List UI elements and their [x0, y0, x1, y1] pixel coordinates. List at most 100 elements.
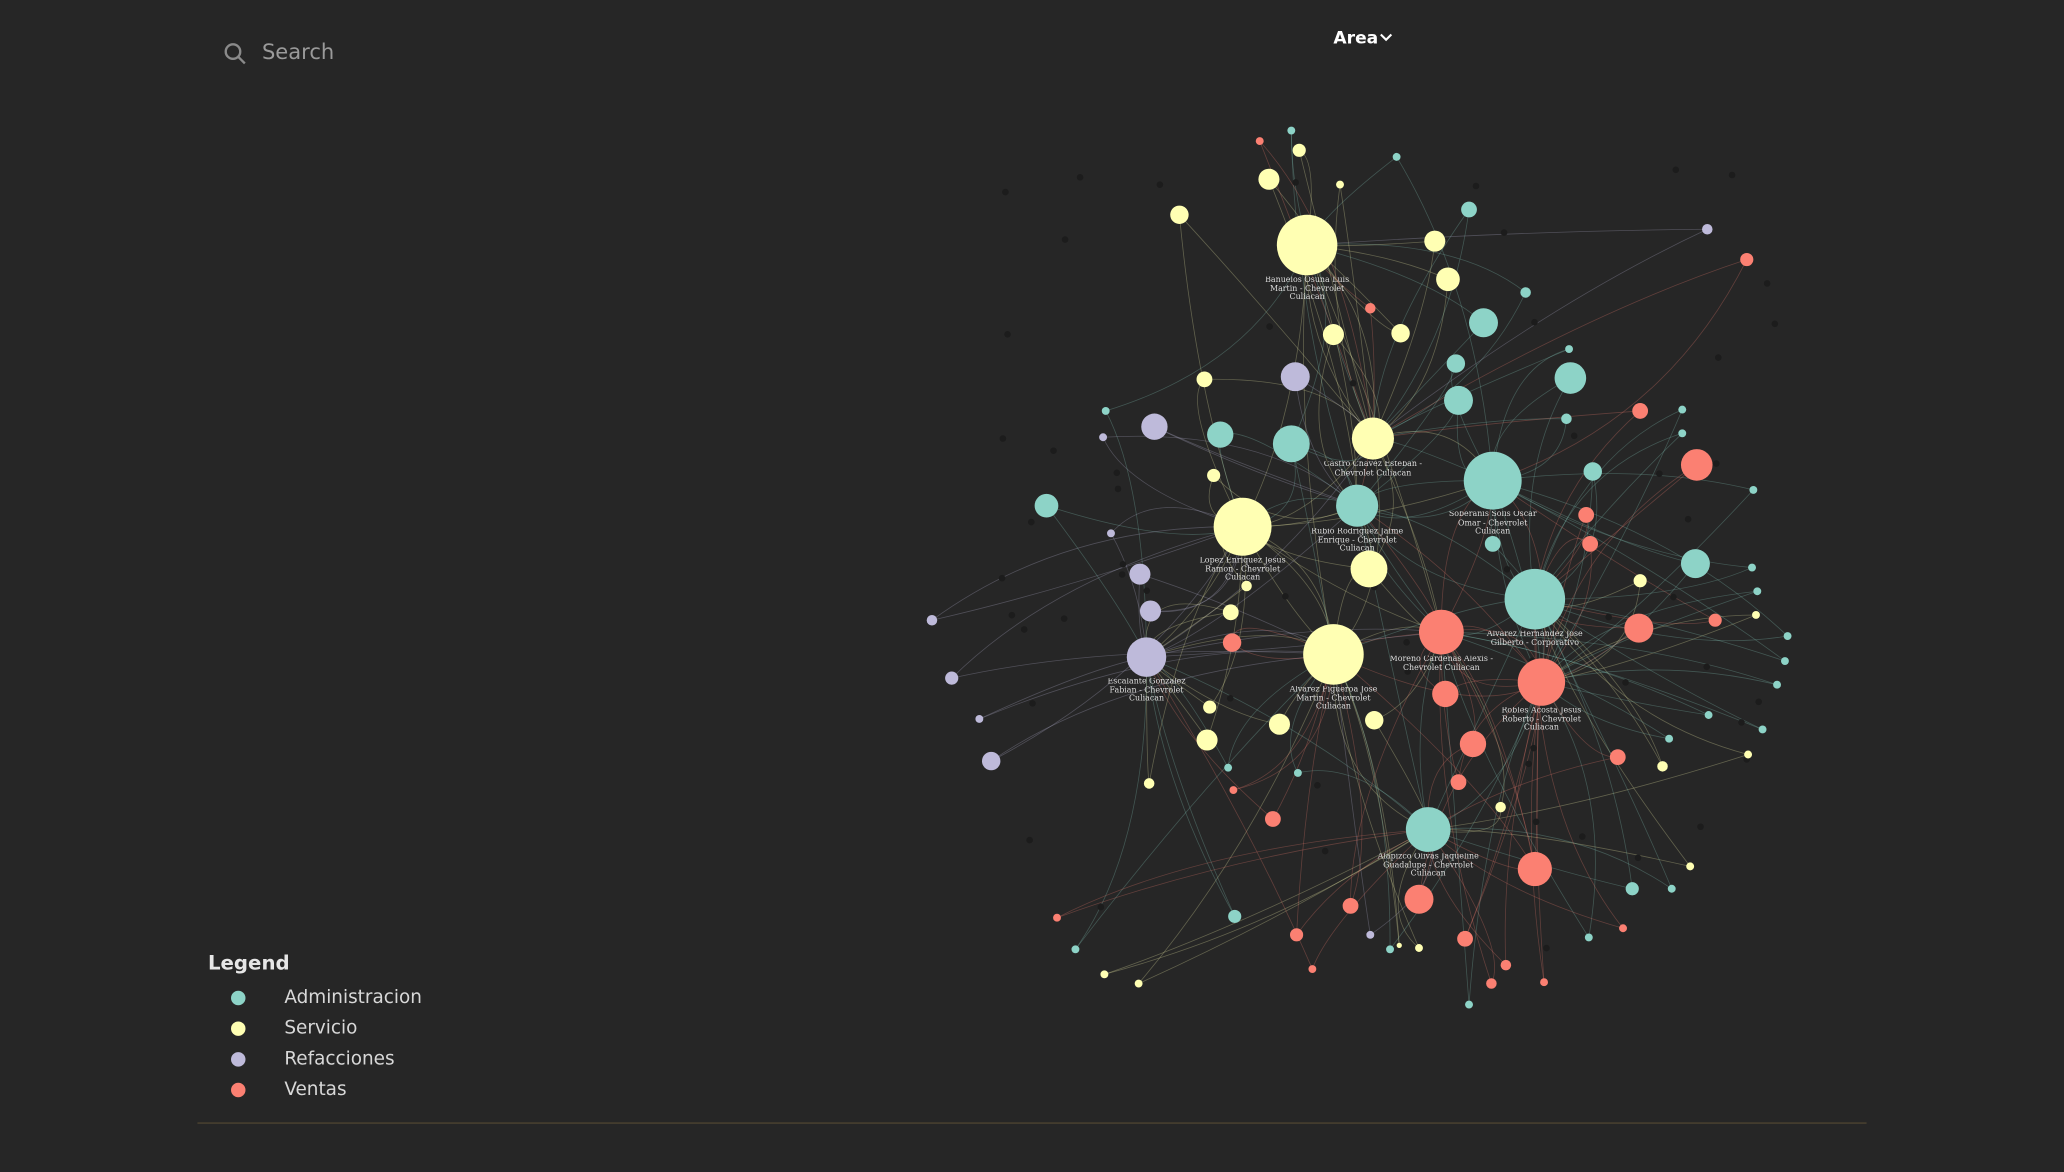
node[interactable]	[1386, 945, 1394, 954]
node[interactable]	[1224, 763, 1233, 772]
node[interactable]	[1222, 604, 1239, 621]
node[interactable]	[1392, 152, 1401, 161]
node[interactable]	[1624, 613, 1654, 643]
node[interactable]	[1129, 563, 1151, 585]
legend-item[interactable]: Ventas	[231, 1079, 347, 1100]
node[interactable]	[1504, 568, 1566, 630]
node[interactable]	[1457, 930, 1473, 947]
node[interactable]	[1582, 535, 1599, 552]
search-box[interactable]: Search	[224, 39, 335, 65]
node[interactable]	[1276, 214, 1338, 276]
node[interactable]	[1100, 970, 1109, 979]
node[interactable]	[1469, 308, 1498, 338]
node[interactable]	[1342, 897, 1359, 914]
node[interactable]	[1680, 449, 1713, 481]
node[interactable]	[1290, 928, 1304, 942]
node[interactable]	[1241, 580, 1252, 592]
node[interactable]	[1780, 657, 1789, 665]
node[interactable]	[1258, 168, 1280, 190]
node[interactable]	[1141, 413, 1168, 440]
node[interactable]	[1203, 700, 1217, 714]
node[interactable]	[1752, 611, 1760, 619]
node[interactable]	[1704, 711, 1713, 719]
node[interactable]	[1432, 680, 1459, 708]
node[interactable]	[1749, 485, 1758, 494]
node[interactable]	[1170, 205, 1189, 225]
node[interactable]	[1336, 180, 1344, 189]
node[interactable]	[1619, 924, 1627, 933]
legend-item[interactable]: Administracion	[231, 987, 422, 1008]
node[interactable]	[1322, 324, 1344, 346]
node[interactable]	[1143, 778, 1155, 789]
node[interactable]	[1450, 774, 1467, 791]
node[interactable]	[1495, 801, 1506, 813]
node[interactable]	[1280, 362, 1310, 392]
node[interactable]	[1446, 354, 1466, 373]
legend-label[interactable]: Ventas	[284, 1079, 346, 1100]
legend-item[interactable]: Servicio	[231, 1018, 357, 1039]
node[interactable]	[1391, 324, 1410, 343]
node[interactable]	[1583, 462, 1602, 481]
node[interactable]	[1444, 385, 1473, 415]
node[interactable]	[1099, 433, 1108, 442]
node[interactable]	[1565, 345, 1574, 354]
node[interactable]	[1740, 252, 1754, 267]
node[interactable]	[1517, 658, 1566, 706]
group-by-dropdown[interactable]: Area	[1333, 28, 1393, 48]
node[interactable]	[1287, 126, 1296, 135]
node[interactable]	[1139, 600, 1161, 622]
node[interactable]	[1196, 729, 1218, 751]
node[interactable]	[1578, 507, 1595, 523]
node[interactable]	[1520, 287, 1531, 298]
node[interactable]	[1561, 413, 1572, 425]
node[interactable]	[1632, 403, 1649, 419]
node[interactable]	[1404, 884, 1434, 914]
node[interactable]	[1773, 680, 1781, 689]
node[interactable]	[1366, 930, 1375, 939]
node[interactable]	[1101, 406, 1110, 415]
node[interactable]	[1459, 730, 1487, 758]
node[interactable]	[1229, 786, 1238, 794]
node[interactable]	[1540, 978, 1548, 987]
node[interactable]	[1196, 371, 1213, 388]
node[interactable]	[1463, 451, 1522, 510]
node[interactable]	[1657, 761, 1668, 772]
node[interactable]	[1034, 493, 1059, 518]
node[interactable]	[1268, 713, 1290, 735]
node[interactable]	[1667, 884, 1676, 893]
node[interactable]	[1744, 750, 1753, 759]
node[interactable]	[1053, 913, 1061, 922]
node[interactable]	[1365, 302, 1376, 314]
node[interactable]	[1500, 959, 1512, 971]
legend-label[interactable]: Administracion	[284, 987, 422, 1008]
node[interactable]	[1213, 497, 1272, 556]
search-placeholder[interactable]: Search	[262, 39, 334, 64]
node[interactable]	[1292, 143, 1306, 157]
node[interactable]	[1554, 362, 1587, 394]
node[interactable]	[1748, 563, 1756, 572]
node[interactable]	[1308, 965, 1317, 973]
node[interactable]	[1753, 587, 1762, 596]
node[interactable]	[1071, 945, 1080, 954]
node[interactable]	[1465, 1000, 1473, 1009]
node[interactable]	[1228, 909, 1242, 923]
node[interactable]	[926, 614, 938, 626]
node[interactable]	[1708, 613, 1722, 627]
node[interactable]	[1680, 549, 1710, 579]
node[interactable]	[1678, 405, 1687, 414]
node[interactable]	[1222, 633, 1242, 652]
node[interactable]	[975, 715, 984, 723]
node[interactable]	[1396, 942, 1402, 948]
node[interactable]	[1584, 933, 1593, 942]
node[interactable]	[1207, 421, 1234, 448]
node[interactable]	[1484, 535, 1501, 552]
node[interactable]	[1678, 429, 1687, 438]
node[interactable]	[1419, 609, 1464, 655]
node[interactable]	[1633, 574, 1647, 588]
node[interactable]	[1702, 224, 1713, 235]
node[interactable]	[1758, 725, 1767, 734]
legend-label[interactable]: Refacciones	[284, 1048, 394, 1069]
group-by-label[interactable]: Area	[1333, 28, 1378, 48]
node[interactable]	[1609, 749, 1626, 766]
node[interactable]	[1486, 978, 1497, 989]
